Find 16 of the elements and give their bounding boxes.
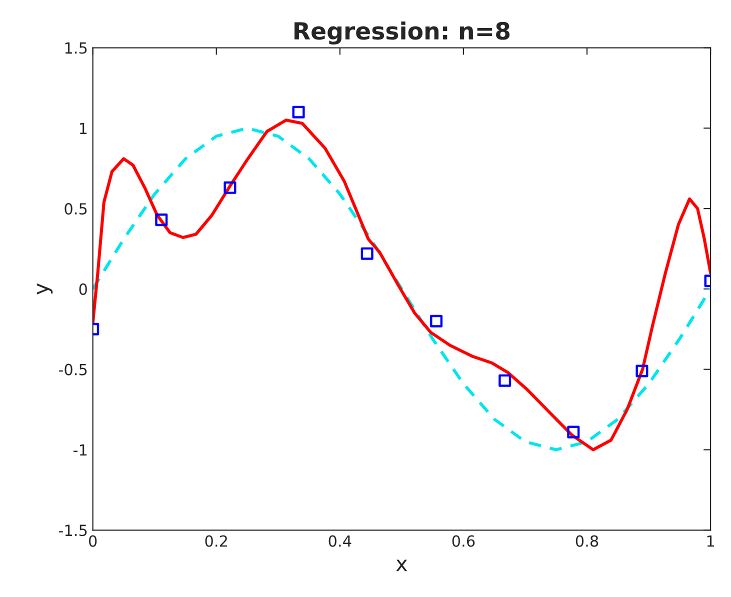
y-tick-label: -0.5 (58, 364, 87, 376)
y-tick-label: 0 (79, 283, 87, 295)
y-tick-label: -1.5 (58, 524, 87, 536)
x-tick-label: 0.2 (205, 535, 227, 547)
y-tick-label: 1 (80, 122, 87, 134)
x-tick-label: 0 (88, 535, 97, 547)
x-tick-label: 0.6 (452, 535, 475, 547)
y-tick-label: -1 (73, 444, 87, 456)
y-tick-label: 0.5 (64, 203, 87, 215)
x-tick-label: 1 (707, 535, 714, 547)
x-tick-label: 0.8 (576, 535, 598, 547)
x-tick-label: 0.4 (328, 535, 352, 547)
y-tick-label: 1.5 (65, 42, 87, 54)
chart-title: Regression: n=8 (294, 21, 510, 45)
y-axis-title: y (36, 283, 53, 294)
x-axis-title: x (396, 560, 408, 572)
